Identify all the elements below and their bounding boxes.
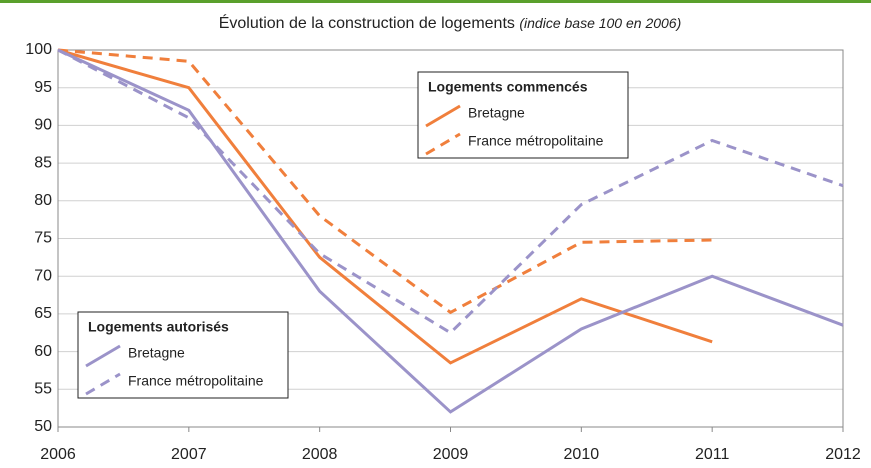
x-tick-label: 2006 [40, 446, 76, 463]
line [57, 48, 713, 365]
plot-frame [57, 49, 844, 428]
legend-swatch [85, 344, 121, 368]
legend-title: Logements autorisés [88, 319, 229, 335]
x-tick-label: 2008 [302, 446, 338, 463]
y-tick-label: 75 [34, 230, 52, 247]
top-border [0, 0, 871, 3]
legend-box [77, 311, 289, 399]
y-tick-label: 85 [34, 154, 52, 171]
subtitle: (indice base 100 en 2006) [519, 15, 681, 31]
title: Évolution de la construction de logement… [219, 13, 515, 32]
y-tick-label: 90 [34, 117, 52, 134]
legend-label: Bretagne [468, 105, 525, 121]
legend-swatch [425, 132, 461, 156]
y-tick-label: 95 [34, 79, 52, 96]
legend-box [417, 71, 629, 159]
y-tick-label: 60 [34, 343, 52, 360]
y-tick-label: 70 [34, 267, 52, 284]
x-tick-label: 2007 [171, 446, 207, 463]
x-tick-label: 2012 [825, 446, 861, 463]
legend-title: Logements commencés [428, 79, 588, 95]
line [57, 48, 844, 414]
y-tick-label: 50 [34, 418, 52, 435]
legend-label: France métropolitaine [468, 133, 604, 149]
chart-title: Évolution de la construction de logement… [219, 13, 682, 32]
y-tick-label: 80 [34, 192, 52, 209]
x-tick-label: 2011 [695, 446, 730, 463]
y-tick-label: 65 [34, 305, 52, 322]
legend-swatch [85, 372, 121, 396]
line [57, 48, 844, 335]
y-tick-label: 55 [34, 381, 52, 398]
x-tick-label: 2010 [564, 446, 600, 463]
line [57, 48, 713, 315]
y-tick-label: 100 [25, 41, 52, 58]
legend-swatch [425, 104, 461, 128]
legend-label: Bretagne [128, 345, 185, 361]
x-tick-label: 2009 [433, 446, 469, 463]
legend-label: France métropolitaine [128, 373, 264, 389]
